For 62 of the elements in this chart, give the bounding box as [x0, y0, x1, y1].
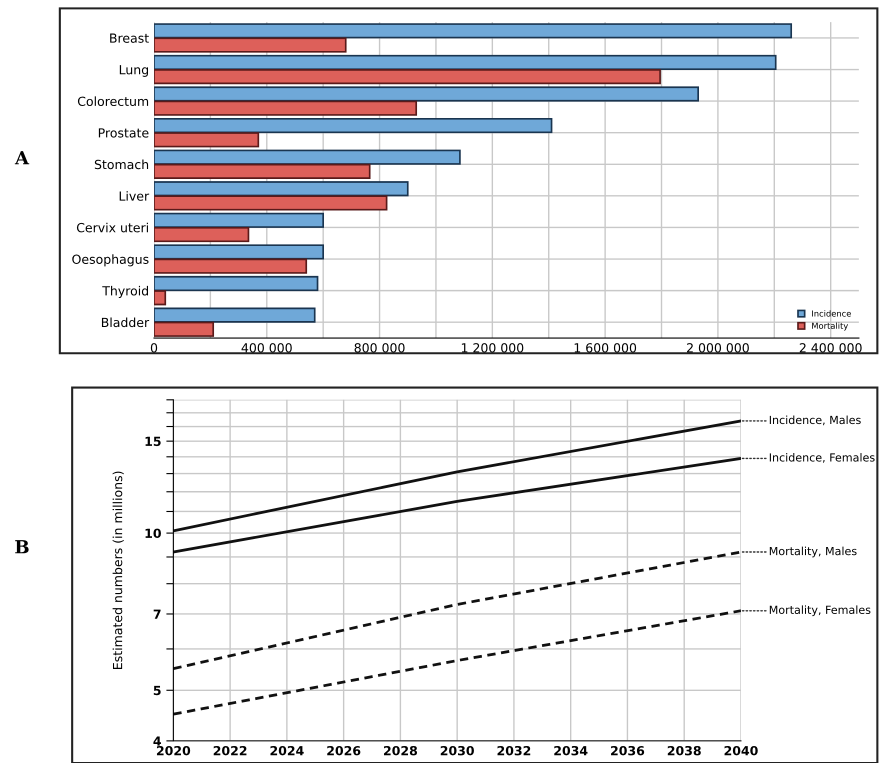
y-tick-label: 5 [154, 686, 161, 696]
x-tick-label: 2034 [554, 746, 588, 756]
y-tick-label: Cervix uteri [76, 222, 148, 232]
bar [154, 308, 316, 323]
x-tick-label: 2040 [724, 746, 758, 756]
x-tick-label: 2026 [327, 746, 360, 756]
x-tick-label: 1 200 000 [462, 343, 524, 353]
x-tick-label: 800 000 [354, 343, 405, 353]
legend-label: Incidence [812, 310, 851, 317]
bar [154, 322, 214, 337]
text: Mortality, Males [770, 546, 857, 558]
bar [154, 150, 461, 165]
x-tick-label: 2024 [270, 746, 304, 756]
bar [154, 290, 166, 306]
bar [154, 86, 699, 102]
y-tick-label: 7 [154, 610, 161, 619]
y-tick-label: Bladder [102, 317, 150, 328]
bar [154, 37, 347, 53]
x-tick-label: 2030 [440, 746, 474, 756]
x-tick-label: 2 400 000 [800, 343, 862, 353]
bar [154, 258, 308, 274]
bar [154, 23, 792, 38]
y-tick-label: Prostate [98, 128, 148, 138]
y-tick-label: Oesophagus [72, 254, 149, 266]
x-tick-label: 1 600 000 [574, 343, 636, 353]
legend-label: Mortality [812, 322, 848, 331]
x-tick-label: 2036 [611, 746, 644, 756]
y-tick-label: 10 [146, 528, 161, 538]
y-axis-title: Estimated numbers (in millions) [112, 472, 124, 669]
x-tick-label: 400 000 [242, 343, 292, 353]
bar [154, 244, 324, 260]
bar [154, 54, 777, 70]
y-tick-label: Colorectum [78, 96, 148, 106]
text: B [15, 540, 29, 554]
bar [154, 226, 250, 242]
y-tick-label: Lung [120, 65, 148, 77]
x-tick-label: 2022 [214, 746, 246, 756]
bar [154, 100, 418, 116]
y-tick-label: Thyroid [102, 286, 148, 298]
x-tick-label: 2038 [668, 746, 701, 756]
y-tick-label: Stomach [94, 160, 148, 170]
bar [154, 276, 318, 292]
x-tick-label: 2 000 000 [687, 343, 749, 353]
text: Incidence, Females [770, 453, 875, 463]
x-tick-label: 0 [150, 343, 158, 353]
bar [154, 181, 409, 196]
bar [154, 118, 552, 134]
bar [154, 164, 371, 179]
bar [154, 69, 661, 84]
bar [154, 132, 260, 148]
text: Incidence, Males [770, 416, 861, 426]
x-tick-label: 2032 [498, 746, 530, 756]
bar [154, 195, 388, 211]
bar [154, 212, 324, 228]
y-tick-label: 4 [153, 736, 161, 746]
y-tick-label: 15 [146, 436, 161, 446]
text: Mortality, Females [770, 605, 870, 616]
x-tick-label: 2028 [384, 746, 418, 756]
y-tick-label: Breast [110, 34, 149, 43]
text: A [14, 151, 30, 164]
y-tick-label: Liver [120, 191, 150, 201]
x-tick-label: 2020 [156, 746, 190, 756]
